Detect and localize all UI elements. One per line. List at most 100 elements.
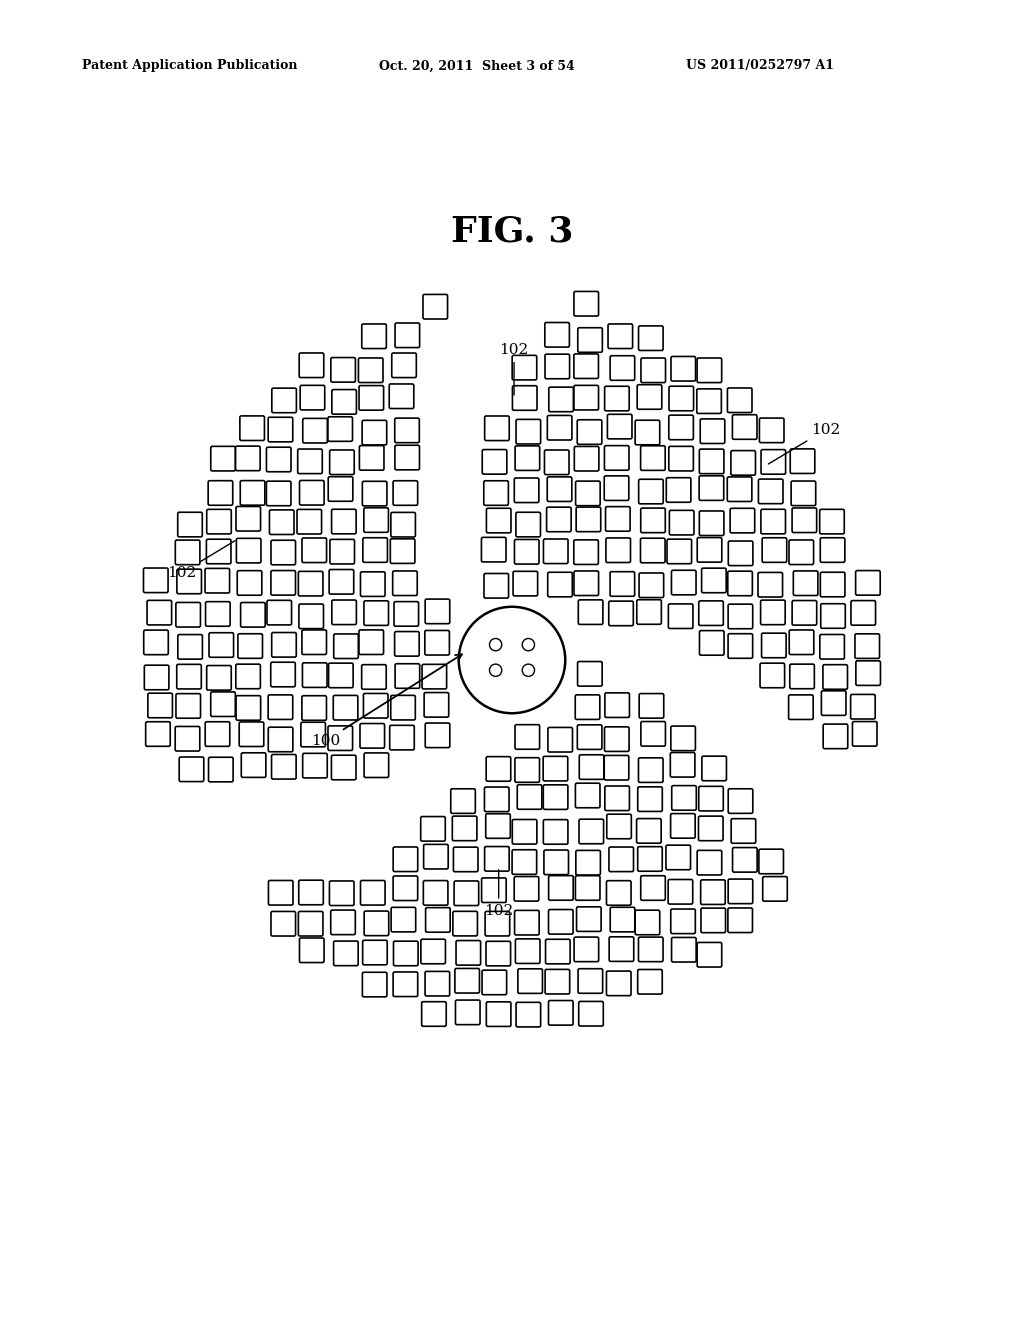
FancyBboxPatch shape: [605, 785, 630, 810]
FancyBboxPatch shape: [456, 1001, 480, 1024]
FancyBboxPatch shape: [209, 632, 233, 657]
FancyBboxPatch shape: [819, 510, 844, 533]
FancyBboxPatch shape: [607, 414, 632, 438]
FancyBboxPatch shape: [610, 355, 635, 380]
FancyBboxPatch shape: [548, 573, 572, 597]
FancyBboxPatch shape: [425, 631, 450, 655]
FancyBboxPatch shape: [610, 907, 635, 932]
FancyBboxPatch shape: [147, 693, 172, 718]
FancyBboxPatch shape: [395, 664, 420, 688]
Text: FIG. 3: FIG. 3: [451, 214, 573, 248]
FancyBboxPatch shape: [856, 661, 881, 685]
FancyBboxPatch shape: [362, 537, 387, 562]
FancyBboxPatch shape: [209, 758, 233, 781]
FancyBboxPatch shape: [300, 480, 325, 506]
FancyBboxPatch shape: [759, 849, 783, 874]
FancyBboxPatch shape: [604, 477, 629, 500]
FancyBboxPatch shape: [641, 358, 666, 383]
FancyBboxPatch shape: [672, 570, 696, 595]
FancyBboxPatch shape: [579, 599, 603, 624]
FancyBboxPatch shape: [728, 605, 753, 628]
FancyBboxPatch shape: [421, 940, 445, 964]
FancyBboxPatch shape: [638, 787, 663, 812]
FancyBboxPatch shape: [699, 449, 724, 474]
FancyBboxPatch shape: [698, 787, 723, 810]
FancyBboxPatch shape: [728, 572, 753, 595]
FancyBboxPatch shape: [391, 512, 416, 537]
FancyBboxPatch shape: [329, 477, 353, 502]
FancyBboxPatch shape: [424, 845, 449, 869]
FancyBboxPatch shape: [425, 723, 450, 747]
FancyBboxPatch shape: [761, 450, 785, 474]
FancyBboxPatch shape: [486, 508, 511, 533]
FancyBboxPatch shape: [640, 539, 665, 562]
FancyBboxPatch shape: [579, 969, 603, 993]
FancyBboxPatch shape: [329, 663, 353, 688]
FancyBboxPatch shape: [732, 847, 757, 873]
FancyBboxPatch shape: [236, 446, 260, 471]
FancyBboxPatch shape: [671, 909, 695, 933]
FancyBboxPatch shape: [362, 420, 387, 445]
FancyBboxPatch shape: [517, 784, 542, 809]
FancyBboxPatch shape: [454, 847, 478, 871]
FancyBboxPatch shape: [574, 446, 599, 471]
FancyBboxPatch shape: [331, 909, 355, 935]
FancyBboxPatch shape: [699, 631, 724, 655]
FancyBboxPatch shape: [238, 570, 262, 595]
FancyBboxPatch shape: [635, 911, 659, 935]
FancyBboxPatch shape: [211, 446, 236, 471]
FancyBboxPatch shape: [143, 568, 168, 593]
FancyBboxPatch shape: [331, 358, 355, 381]
FancyBboxPatch shape: [486, 756, 511, 781]
FancyBboxPatch shape: [422, 664, 446, 689]
FancyBboxPatch shape: [851, 601, 876, 626]
FancyBboxPatch shape: [545, 354, 569, 379]
FancyBboxPatch shape: [758, 573, 782, 597]
FancyBboxPatch shape: [299, 352, 324, 378]
FancyBboxPatch shape: [207, 510, 231, 533]
FancyBboxPatch shape: [424, 693, 449, 717]
FancyBboxPatch shape: [793, 508, 817, 532]
FancyBboxPatch shape: [639, 758, 664, 783]
FancyBboxPatch shape: [361, 323, 386, 348]
FancyBboxPatch shape: [573, 540, 598, 565]
FancyBboxPatch shape: [332, 601, 356, 624]
FancyBboxPatch shape: [175, 540, 200, 565]
FancyBboxPatch shape: [271, 570, 296, 595]
FancyBboxPatch shape: [486, 941, 511, 966]
FancyBboxPatch shape: [144, 665, 169, 690]
FancyBboxPatch shape: [579, 820, 603, 843]
Text: Oct. 20, 2011  Sheet 3 of 54: Oct. 20, 2011 Sheet 3 of 54: [379, 59, 574, 73]
FancyBboxPatch shape: [302, 663, 327, 688]
FancyBboxPatch shape: [145, 722, 170, 746]
FancyBboxPatch shape: [454, 880, 478, 906]
FancyBboxPatch shape: [453, 816, 477, 841]
FancyBboxPatch shape: [302, 696, 327, 721]
FancyBboxPatch shape: [639, 937, 664, 962]
FancyBboxPatch shape: [484, 416, 509, 441]
FancyBboxPatch shape: [271, 540, 296, 565]
FancyBboxPatch shape: [546, 940, 570, 964]
FancyBboxPatch shape: [671, 356, 695, 381]
FancyBboxPatch shape: [544, 820, 568, 845]
FancyBboxPatch shape: [362, 482, 387, 506]
FancyBboxPatch shape: [395, 323, 420, 347]
FancyBboxPatch shape: [606, 539, 631, 562]
FancyBboxPatch shape: [175, 726, 200, 751]
FancyBboxPatch shape: [238, 634, 262, 659]
FancyBboxPatch shape: [820, 537, 845, 562]
FancyBboxPatch shape: [575, 875, 600, 900]
FancyBboxPatch shape: [608, 601, 633, 626]
FancyBboxPatch shape: [763, 876, 787, 902]
FancyBboxPatch shape: [241, 480, 265, 506]
FancyBboxPatch shape: [333, 696, 357, 719]
FancyBboxPatch shape: [544, 785, 568, 809]
FancyBboxPatch shape: [303, 418, 328, 444]
FancyBboxPatch shape: [271, 755, 296, 779]
FancyBboxPatch shape: [727, 477, 752, 502]
FancyBboxPatch shape: [143, 630, 168, 655]
FancyBboxPatch shape: [358, 358, 383, 383]
FancyBboxPatch shape: [512, 820, 537, 843]
FancyBboxPatch shape: [760, 418, 784, 442]
FancyBboxPatch shape: [236, 507, 260, 531]
